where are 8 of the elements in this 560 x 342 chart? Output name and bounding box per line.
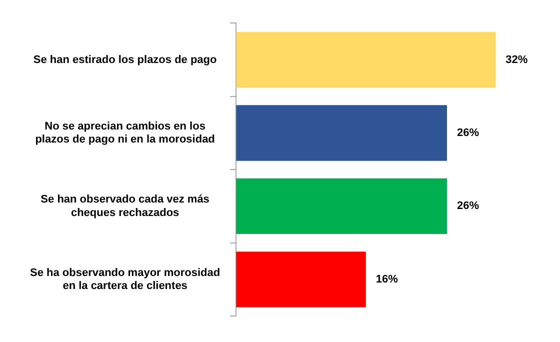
- data-label: 26%: [457, 127, 480, 140]
- y-tick-label: Se han estirado los plazos de pago: [33, 54, 218, 66]
- data-label: 32%: [506, 54, 528, 66]
- data-label: 16%: [376, 273, 398, 286]
- y-tick-label: Se han observado cada vez más cheques rechazados: [40, 194, 210, 219]
- y-tick-label: No se aprecian cambios en los plazos de pago ni en la morosidad: [35, 120, 215, 146]
- data-label: 26%: [457, 200, 480, 212]
- y-tick-label: Se ha observando mayor morosidad en la cartera de clientes: [30, 266, 220, 292]
